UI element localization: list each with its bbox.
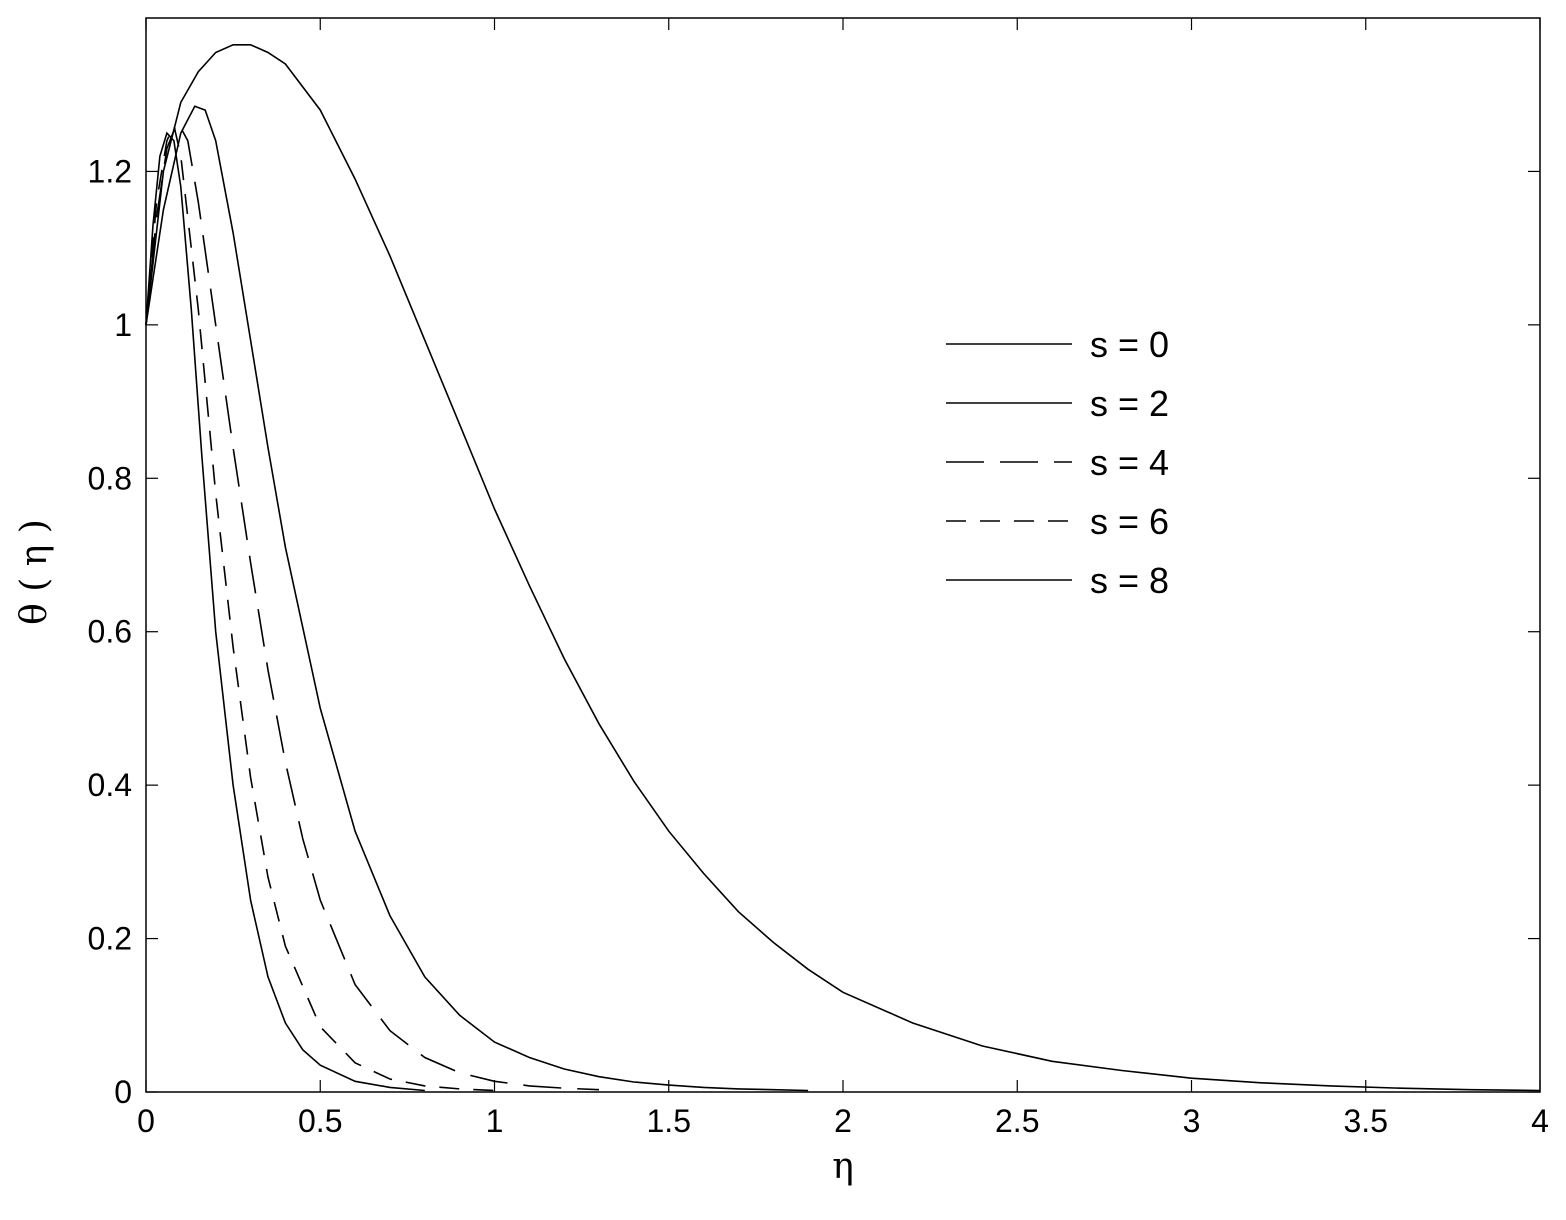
x-tick-label: 0.5 xyxy=(298,1103,342,1139)
y-axis-label: θ ( η ) xyxy=(14,519,55,625)
legend-label-2: s = 2 xyxy=(1090,383,1169,424)
legend-label-1: s = 0 xyxy=(1090,324,1169,365)
x-tick-label: 1 xyxy=(486,1103,504,1139)
y-tick-label: 1 xyxy=(114,307,132,343)
y-tick-label: 0.6 xyxy=(88,614,132,650)
x-tick-label: 1.5 xyxy=(647,1103,691,1139)
y-tick-label: 0.2 xyxy=(88,921,132,957)
x-tick-label: 4 xyxy=(1531,1103,1549,1139)
axis-ticks: 0 0.5 1 1.5 2 2.5 3 3.5 4 0 0.2 0.4 0.6 0.8 1 1.2 xyxy=(88,18,1549,1139)
y-tick-label: 1.2 xyxy=(88,153,132,189)
x-tick-label: 3 xyxy=(1183,1103,1201,1139)
legend: s = 0 s = 2 s = 4 s = 6 s = 8 xyxy=(946,324,1169,601)
series-line-5 xyxy=(145,131,425,1092)
y-tick-label: 0.4 xyxy=(88,767,132,803)
series-line-2 xyxy=(145,105,809,1092)
x-tick-label: 0 xyxy=(137,1103,155,1139)
series-line-1 xyxy=(145,44,1541,1092)
y-tick-label: 0.8 xyxy=(88,460,132,496)
legend-label-4: s = 6 xyxy=(1090,501,1169,542)
x-tick-label: 2 xyxy=(834,1103,852,1139)
x-axis-label: η xyxy=(832,1146,854,1187)
series-line-3 xyxy=(145,119,600,1091)
legend-label-5: s = 8 xyxy=(1090,560,1169,601)
x-tick-label: 3.5 xyxy=(1344,1103,1388,1139)
legend-label-3: s = 4 xyxy=(1090,442,1169,483)
series-line-4 xyxy=(145,122,495,1092)
plot-area xyxy=(145,17,1541,1093)
y-tick-label: 0 xyxy=(114,1074,132,1110)
x-tick-label: 2.5 xyxy=(995,1103,1039,1139)
